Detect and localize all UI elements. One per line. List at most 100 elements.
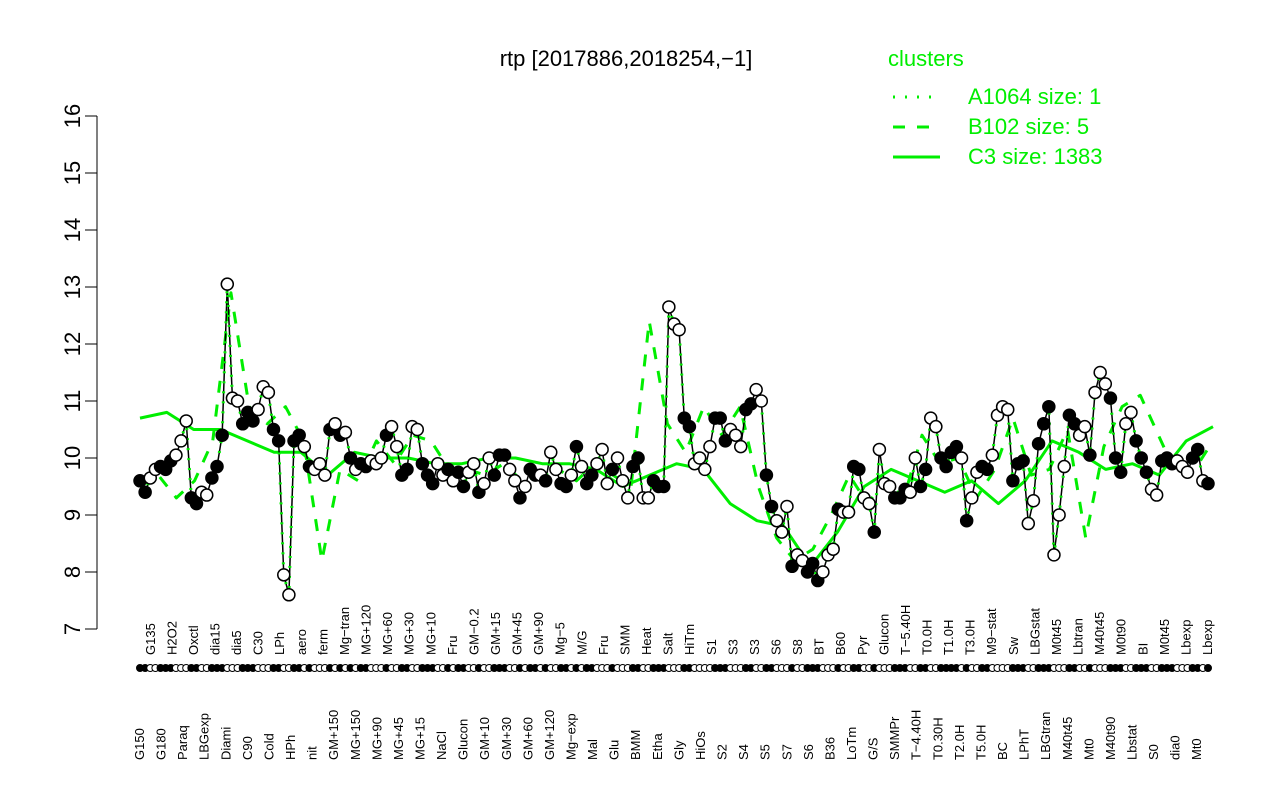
x-tick-label: S5: [758, 744, 773, 760]
x-tick-label: LBGtran: [1038, 712, 1053, 760]
data-point: [826, 542, 840, 556]
data-point: [1139, 465, 1154, 479]
data-point: [749, 382, 763, 397]
data-point: [862, 496, 876, 511]
x-tick-label: HPh: [283, 735, 298, 760]
data-point: [908, 451, 923, 465]
x-tick-label: C90: [240, 736, 255, 760]
x-tick-label: H2O2: [164, 621, 179, 655]
data-point: [1031, 437, 1046, 451]
y-axis: 7 8 9 10 11 12 13 14 15 16: [60, 104, 98, 635]
data-point: [343, 451, 358, 465]
data-point: [205, 471, 219, 485]
x-tick-label: Sw: [1006, 636, 1021, 655]
data-point: [641, 491, 656, 505]
x-tick-label: NaCl: [434, 731, 449, 760]
data-point: [277, 568, 291, 582]
data-point: [549, 462, 563, 477]
x-tick-label: T1.0H: [941, 620, 956, 655]
data-point: [477, 476, 491, 491]
legend-label-c3: C3 size: 1383: [968, 144, 1103, 169]
data-point: [1083, 448, 1097, 462]
data-point: [246, 414, 260, 428]
x-tick-label: SMM: [617, 625, 632, 655]
legend-label-b102: B102 size: 5: [968, 114, 1089, 139]
y-tick-label: 14: [60, 218, 85, 242]
x-tick-label: M0t45: [1157, 619, 1172, 655]
data-point: [718, 434, 733, 448]
data-point: [261, 385, 276, 400]
x-tick-label: HiOs: [693, 731, 708, 760]
y-tick-label: 7: [60, 623, 85, 635]
x-tick-label: MG+30: [402, 612, 417, 655]
x-tick-label: GM+30: [499, 717, 514, 760]
data-point: [959, 513, 974, 528]
y-tick-label: 13: [60, 275, 85, 299]
data-point: [1103, 391, 1118, 405]
x-tick-label: M40t90: [1103, 717, 1118, 760]
x-tick-label: GM+60: [520, 717, 535, 760]
y-tick-label: 8: [60, 566, 85, 578]
data-point: [564, 468, 579, 482]
data-point: [297, 439, 312, 454]
data-point: [282, 588, 296, 602]
y-tick-label: 12: [60, 332, 85, 356]
y-tick-label: 9: [60, 509, 85, 521]
data-point: [389, 439, 404, 454]
x-tick-label: Cold: [261, 733, 276, 760]
x-tick-label: Mg−exp: [564, 713, 579, 760]
x-tick-label: S2: [715, 744, 730, 760]
data-point: [954, 451, 969, 465]
data-point: [918, 462, 933, 477]
data-point: [1190, 442, 1205, 457]
data-point: [1201, 476, 1215, 491]
data-point: [600, 476, 614, 491]
data-point: [251, 402, 265, 417]
data-point: [672, 323, 686, 337]
data-point: [518, 479, 532, 494]
data-point: [615, 474, 630, 488]
data-point: [775, 525, 789, 539]
data-point: [785, 559, 799, 574]
x-tick-label: Glucon: [456, 719, 471, 760]
data-point: [610, 451, 625, 465]
data-point: [1057, 459, 1071, 474]
x-tick-label: LPh: [272, 632, 287, 655]
x-tick-label: ferm: [315, 629, 330, 655]
x-tick-label: M9−stat: [984, 608, 999, 655]
data-point: [1016, 454, 1030, 468]
data-point: [425, 476, 440, 491]
data-point: [703, 439, 717, 454]
x-tick-label: SMMPr: [887, 716, 902, 760]
data-point: [949, 439, 964, 454]
x-tick-label: S8: [790, 639, 805, 655]
x-tick-label: T2.0H: [952, 725, 967, 760]
x-tick-label: Glu: [607, 740, 622, 760]
x-tick-label: T−4.40H: [909, 710, 924, 760]
data-point: [1021, 516, 1036, 531]
data-point: [913, 479, 928, 494]
y-tick-label: 16: [60, 104, 85, 128]
x-tick-label: nit: [305, 746, 320, 760]
series-line-b102: [139, 291, 1215, 563]
x-tick-label: Pyr: [855, 635, 870, 655]
x-tick-label: Lbexp: [1178, 620, 1193, 655]
x-tick-label: LBGexp: [197, 713, 212, 760]
data-point: [138, 485, 152, 499]
x-tick-label: Fru: [445, 636, 460, 656]
data-point: [852, 462, 866, 477]
data-point: [872, 442, 887, 457]
x-tick-label: BC: [995, 742, 1010, 760]
data-point: [1006, 474, 1020, 488]
x-tick-label: S6: [801, 744, 816, 760]
x-tick-label: T3.0H: [963, 620, 978, 655]
data-point: [456, 479, 471, 494]
x-tick-label: M40t45: [1092, 612, 1107, 655]
data-point: [400, 462, 414, 477]
x-tick-label: T0.0H: [920, 620, 935, 655]
y-tick-label: 10: [60, 446, 85, 470]
data-point: [318, 468, 332, 482]
x-tick-label: Mg−5: [553, 622, 568, 655]
x-tick-label: GM+15: [488, 612, 503, 655]
data-point: [759, 468, 774, 482]
